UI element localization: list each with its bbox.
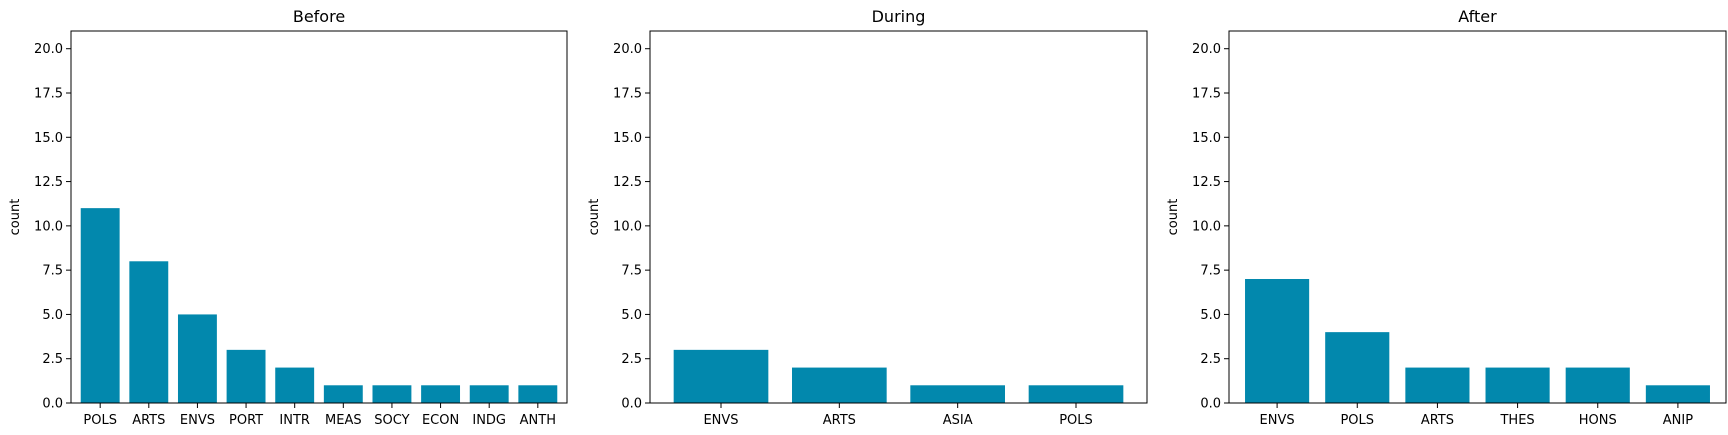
ytick-label-during: 0.0	[621, 397, 642, 412]
ytick-label-before: 2.5	[42, 352, 63, 367]
bar-after-anip	[1645, 385, 1710, 403]
ytick-label-before: 10.0	[34, 219, 63, 234]
bar-during-pols	[1028, 385, 1124, 403]
xtick-label-before-socy: SOCY	[374, 413, 409, 428]
xtick-label-before-pols: POLS	[83, 413, 117, 428]
bar-before-envs	[177, 314, 217, 403]
xtick-label-during-arts: ARTS	[823, 413, 856, 428]
bar-during-arts	[792, 367, 887, 403]
ytick-label-after: 12.5	[1192, 175, 1221, 190]
xtick-label-before-arts: ARTS	[132, 413, 165, 428]
ylabel-during: count	[587, 199, 602, 236]
bar-before-pols	[80, 208, 120, 403]
ytick-label-after: 20.0	[1192, 42, 1221, 57]
ytick-label-after: 7.5	[1200, 264, 1221, 279]
ytick-label-during: 5.0	[621, 308, 642, 323]
xtick-label-before-indg: INDG	[472, 413, 506, 428]
xtick-label-during-pols: POLS	[1059, 413, 1093, 428]
ytick-label-during: 12.5	[613, 175, 642, 190]
ytick-label-during: 20.0	[613, 42, 642, 57]
ytick-label-before: 15.0	[34, 131, 63, 146]
chart-title-during: During	[872, 7, 926, 26]
bar-before-meas	[323, 385, 363, 403]
xtick-label-during-envs: ENVS	[703, 413, 738, 428]
ytick-label-during: 10.0	[613, 219, 642, 234]
xtick-label-before-econ: ECON	[422, 413, 459, 428]
bar-during-envs	[673, 349, 769, 403]
xtick-label-before-envs: ENVS	[180, 413, 215, 428]
axes-frame-before	[70, 30, 568, 404]
ytick-label-after: 2.5	[1200, 352, 1221, 367]
xtick-label-before-anth: ANTH	[520, 413, 556, 428]
ytick-label-during: 7.5	[621, 264, 642, 279]
chart-title-after: After	[1458, 7, 1497, 26]
xtick-label-after-anip: ANIP	[1663, 413, 1693, 428]
xtick-label-after-thes: THES	[1499, 413, 1534, 428]
bar-after-envs	[1245, 279, 1310, 403]
ytick-label-before: 12.5	[34, 175, 63, 190]
axes-frame-after	[1228, 30, 1727, 404]
ylabel-after: count	[1166, 199, 1181, 236]
ytick-label-after: 10.0	[1192, 219, 1221, 234]
ytick-label-after: 17.5	[1192, 87, 1221, 102]
bar-after-hons	[1565, 367, 1630, 403]
ytick-label-before: 20.0	[34, 42, 63, 57]
ytick-label-after: 0.0	[1200, 397, 1221, 412]
xtick-label-after-pols: POLS	[1340, 413, 1374, 428]
bar-after-pols	[1325, 332, 1390, 403]
ytick-label-during: 15.0	[613, 131, 642, 146]
bar-before-arts	[129, 261, 169, 403]
chart-title-before: Before	[293, 7, 345, 26]
bar-before-indg	[469, 385, 509, 403]
bar-during-asia	[910, 385, 1005, 403]
ylabel-before: count	[8, 199, 23, 236]
bar-before-intr	[275, 367, 315, 403]
panel-after: 0.0 2.5 5.0 7.5 10.0 12.5 15.0 17.5 20.0 ENVS POLS…	[1166, 7, 1727, 428]
bar-before-econ	[421, 385, 461, 403]
panel-during: 0.0 2.5 5.0 7.5 10.0 12.5 15.0 17.5 20.0 ENVS ARTS…	[587, 7, 1148, 428]
xtick-label-before-intr: INTR	[279, 413, 310, 428]
ytick-label-before: 17.5	[34, 87, 63, 102]
ytick-label-before: 0.0	[42, 397, 63, 412]
bar-before-port	[226, 349, 266, 403]
ytick-label-before: 7.5	[42, 264, 63, 279]
bar-before-socy	[372, 385, 412, 403]
ytick-label-after: 5.0	[1200, 308, 1221, 323]
ytick-label-during: 2.5	[621, 352, 642, 367]
xtick-label-before-meas: MEAS	[325, 413, 362, 428]
panel-before: 0.0 2.5 5.0 7.5 10.0 12.5 15.0 17.5 20.0 POLS ARTS…	[8, 7, 568, 428]
bar-after-arts	[1405, 367, 1470, 403]
bar-before-anth	[518, 385, 558, 403]
xtick-label-before-port: PORT	[229, 413, 263, 428]
xtick-label-after-arts: ARTS	[1421, 413, 1454, 428]
ytick-label-after: 15.0	[1192, 131, 1221, 146]
axes-frame-during	[649, 30, 1148, 404]
ytick-label-during: 17.5	[613, 87, 642, 102]
xtick-label-during-asia: ASIA	[943, 413, 973, 428]
bar-after-thes	[1485, 367, 1550, 403]
xtick-label-after-hons: HONS	[1579, 413, 1617, 428]
xtick-label-after-envs: ENVS	[1260, 413, 1295, 428]
ytick-label-before: 5.0	[42, 308, 63, 323]
